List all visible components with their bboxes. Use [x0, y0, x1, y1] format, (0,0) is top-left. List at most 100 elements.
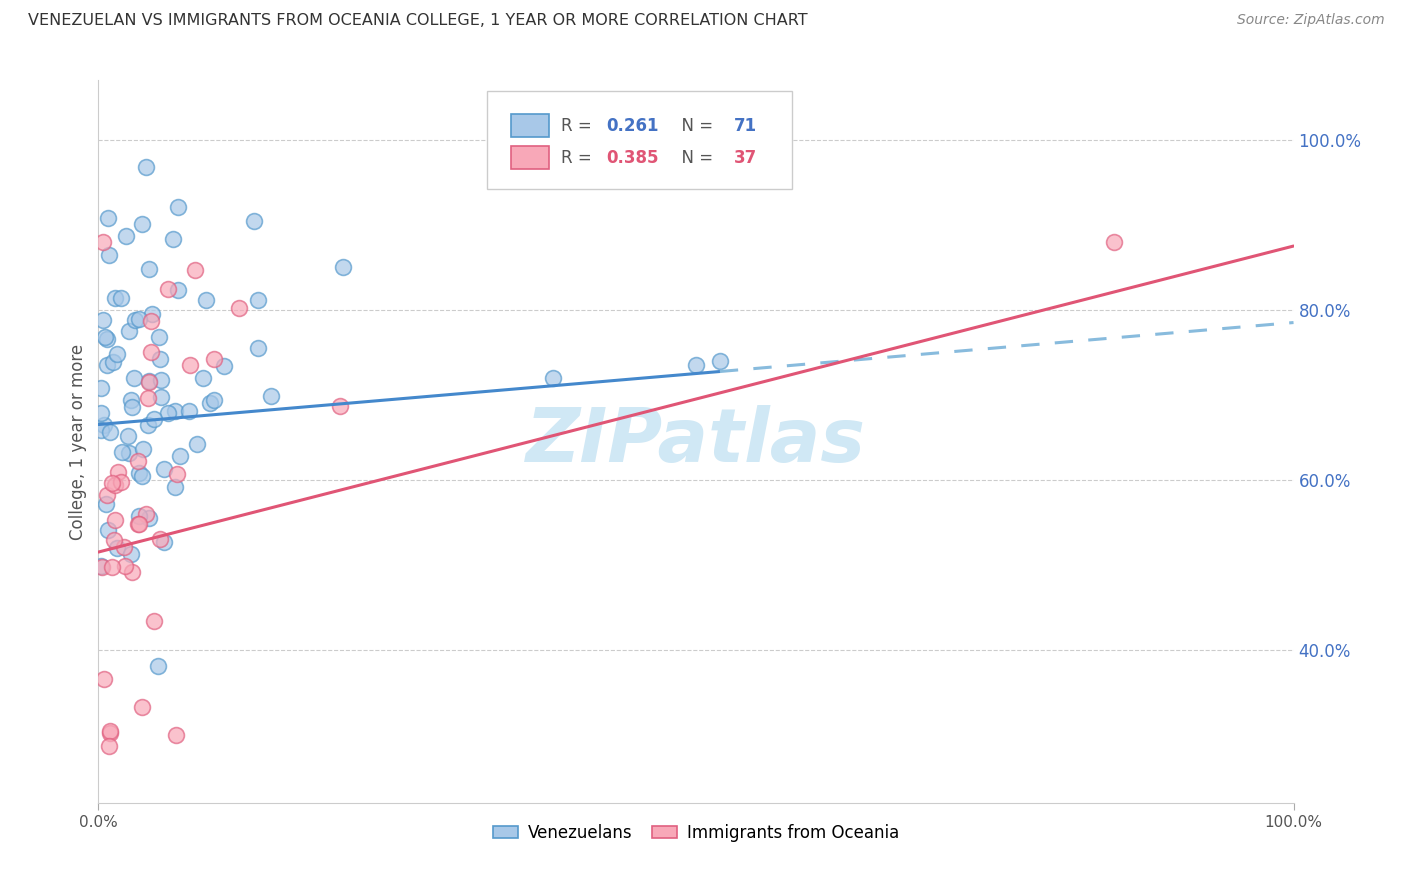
Point: [127, 516, 149, 531]
Point: [104, 291, 127, 305]
Point: [131, 469, 153, 483]
Point: [1104, 235, 1126, 249]
Point: [260, 389, 283, 403]
Point: [165, 480, 187, 494]
Point: [138, 375, 160, 389]
Y-axis label: College, 1 year or more: College, 1 year or more: [69, 343, 87, 540]
Point: [93, 417, 115, 432]
Point: [136, 418, 159, 433]
Point: [110, 291, 132, 305]
Point: [141, 314, 163, 328]
Point: [177, 403, 200, 417]
Point: [120, 547, 142, 561]
Point: [122, 371, 145, 385]
Point: [90, 559, 112, 574]
Text: N =: N =: [671, 117, 718, 135]
Point: [146, 658, 169, 673]
Point: [153, 462, 176, 476]
Point: [149, 532, 172, 546]
Point: [117, 324, 139, 338]
Point: [195, 293, 218, 307]
Point: [90, 381, 112, 395]
Point: [153, 535, 176, 549]
Point: [97, 211, 120, 226]
Point: [104, 477, 127, 491]
Point: [138, 511, 160, 525]
Point: [96, 332, 118, 346]
Point: [90, 559, 112, 574]
Point: [101, 355, 124, 369]
Point: [166, 283, 188, 297]
Point: [91, 235, 114, 249]
Point: [97, 523, 120, 537]
Text: R =: R =: [561, 117, 598, 135]
FancyBboxPatch shape: [486, 91, 792, 189]
Point: [103, 533, 125, 548]
Point: [247, 293, 270, 307]
Point: [96, 487, 118, 501]
Point: [202, 392, 225, 407]
Point: [200, 396, 222, 410]
Point: [112, 540, 135, 554]
Point: [131, 699, 153, 714]
FancyBboxPatch shape: [510, 146, 548, 169]
Text: N =: N =: [671, 149, 718, 167]
Point: [115, 228, 138, 243]
Point: [329, 399, 352, 413]
Point: [91, 312, 114, 326]
Point: [162, 232, 184, 246]
Point: [93, 672, 115, 686]
Point: [101, 475, 124, 490]
Point: [149, 390, 172, 404]
Point: [117, 429, 139, 443]
Point: [139, 345, 162, 359]
FancyBboxPatch shape: [510, 114, 548, 137]
Point: [136, 392, 159, 406]
Point: [685, 358, 707, 372]
Point: [184, 262, 207, 277]
Point: [90, 406, 112, 420]
Point: [110, 475, 132, 489]
Text: R =: R =: [561, 149, 598, 167]
Point: [105, 541, 128, 556]
Text: Source: ZipAtlas.com: Source: ZipAtlas.com: [1237, 13, 1385, 28]
Point: [138, 262, 160, 277]
Point: [128, 466, 150, 480]
Point: [135, 160, 157, 174]
Point: [90, 423, 112, 437]
Point: [96, 497, 118, 511]
Point: [157, 406, 180, 420]
Point: [128, 516, 150, 531]
Point: [247, 341, 270, 355]
Point: [141, 308, 163, 322]
Point: [121, 401, 143, 415]
Text: 0.385: 0.385: [606, 149, 659, 167]
Point: [101, 559, 124, 574]
Point: [541, 371, 564, 385]
Legend: Venezuelans, Immigrants from Oceania: Venezuelans, Immigrants from Oceania: [486, 817, 905, 848]
Point: [149, 373, 172, 387]
Point: [131, 217, 153, 231]
Point: [120, 393, 142, 408]
Point: [148, 330, 170, 344]
Text: 71: 71: [734, 117, 758, 135]
Point: [228, 301, 250, 315]
Point: [202, 351, 225, 366]
Point: [143, 614, 166, 628]
Point: [193, 371, 215, 385]
Point: [94, 330, 117, 344]
Point: [127, 454, 149, 468]
Point: [128, 312, 150, 326]
Point: [104, 513, 127, 527]
Point: [98, 739, 121, 753]
Point: [709, 353, 731, 368]
Point: [186, 437, 208, 451]
Point: [121, 565, 143, 579]
Point: [143, 411, 166, 425]
Point: [114, 558, 136, 573]
Point: [98, 726, 121, 740]
Point: [149, 352, 172, 367]
Text: VENEZUELAN VS IMMIGRANTS FROM OCEANIA COLLEGE, 1 YEAR OR MORE CORRELATION CHART: VENEZUELAN VS IMMIGRANTS FROM OCEANIA CO…: [28, 13, 807, 29]
Point: [166, 467, 188, 481]
Point: [138, 374, 160, 388]
